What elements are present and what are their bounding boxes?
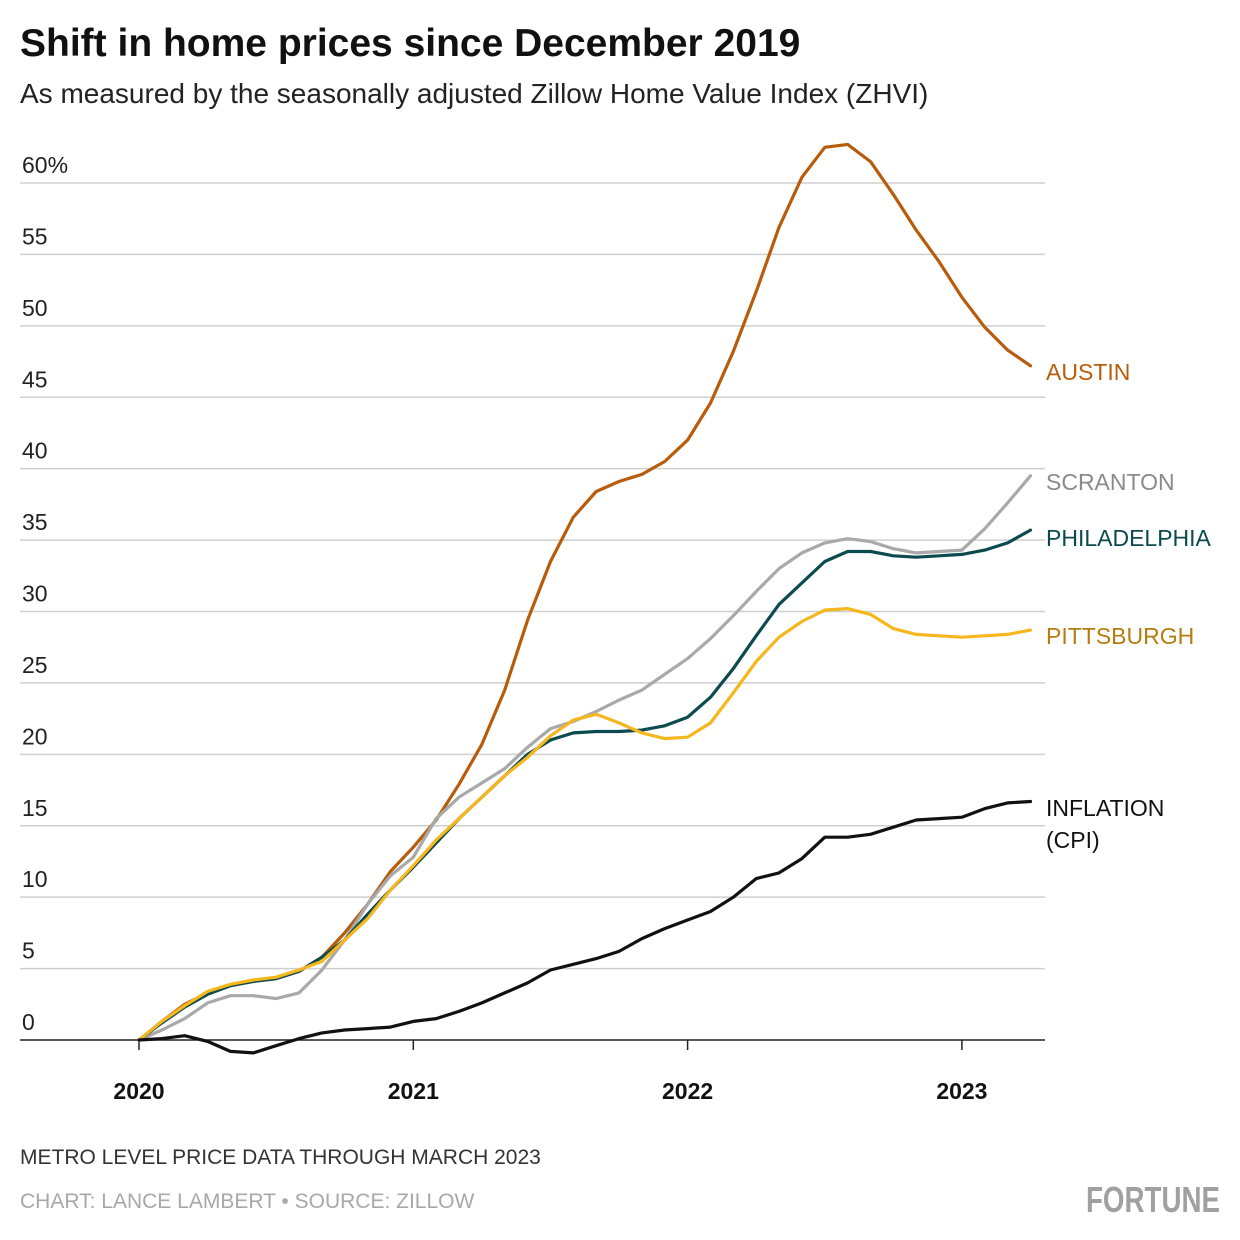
series-line-austin: [137, 142, 1033, 1042]
y-tick-label: 15: [22, 795, 48, 821]
series-label-austin: AUSTIN: [1046, 359, 1130, 385]
chart-title: Shift in home prices since December 2019: [20, 22, 800, 65]
y-tick-label: 35: [22, 509, 48, 535]
y-tick-label: 40: [22, 438, 48, 464]
y-tick-label: 5: [22, 938, 35, 964]
series-label-pittsburgh: PITTSBURGH: [1046, 623, 1194, 649]
source-credit: CHART: LANCE LAMBERT • SOURCE: ZILLOW: [20, 1190, 474, 1213]
x-tick-label: 2022: [662, 1078, 713, 1104]
x-tick-label: 2023: [936, 1078, 987, 1104]
fortune-logo: FORTUNE: [1086, 1179, 1220, 1220]
y-tick-label: 10: [22, 866, 48, 892]
x-tick-label: 2020: [113, 1078, 164, 1104]
y-tick-label: 60%: [22, 152, 68, 178]
chart-subtitle: As measured by the seasonally adjusted Z…: [20, 78, 928, 109]
series-line-scranton: [137, 474, 1033, 1042]
series-line-pittsburgh: [137, 607, 1033, 1042]
series-line-philadelphia: [137, 528, 1033, 1042]
y-tick-label: 30: [22, 581, 48, 607]
series-label-inflation-cpi: (CPI): [1046, 827, 1100, 853]
y-tick-label: 45: [22, 366, 48, 392]
series-label-scranton: SCRANTON: [1046, 469, 1175, 495]
y-tick-label: 20: [22, 723, 48, 749]
x-axis: 2020 2021 2022 2023: [113, 1040, 987, 1104]
series-label-inflation: INFLATION: [1046, 795, 1164, 821]
y-tick-label: 25: [22, 652, 48, 678]
series-line-inflation: [137, 799, 1033, 1055]
series-label-philadelphia: PHILADELPHIA: [1046, 525, 1212, 551]
x-tick-label: 2021: [388, 1078, 439, 1104]
y-tick-label: 55: [22, 223, 48, 249]
y-axis: 0 5 10 15 20 25 30 35 40 45 50 55 60%: [22, 152, 68, 1035]
data-note: METRO LEVEL PRICE DATA THROUGH MARCH 202…: [20, 1146, 541, 1169]
series-lines: [137, 142, 1033, 1055]
y-tick-label: 50: [22, 295, 48, 321]
y-tick-label: 0: [22, 1009, 35, 1035]
